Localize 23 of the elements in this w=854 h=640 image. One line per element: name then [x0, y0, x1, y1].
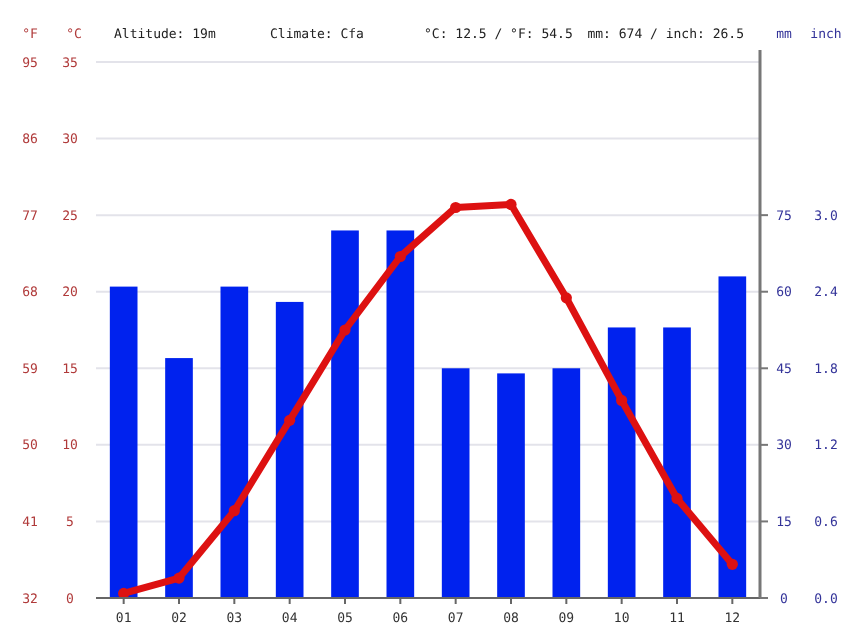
point: [671, 492, 683, 505]
point: [339, 324, 351, 336]
bar: [607, 327, 636, 598]
bar: [220, 286, 249, 598]
point: [450, 201, 462, 214]
point: [228, 505, 240, 517]
point: [616, 394, 628, 407]
bar: [386, 230, 415, 598]
point: [394, 250, 406, 263]
bar: [718, 276, 747, 598]
bar: [109, 286, 138, 598]
bar: [331, 230, 359, 598]
point: [726, 558, 738, 570]
bar: [663, 327, 691, 598]
bar: [552, 368, 581, 598]
bar: [441, 368, 470, 598]
bar: [497, 373, 525, 598]
bar: [275, 301, 304, 598]
bar: [165, 358, 193, 598]
point: [284, 414, 296, 426]
point: [173, 572, 185, 584]
point: [505, 198, 517, 211]
point: [560, 292, 572, 304]
